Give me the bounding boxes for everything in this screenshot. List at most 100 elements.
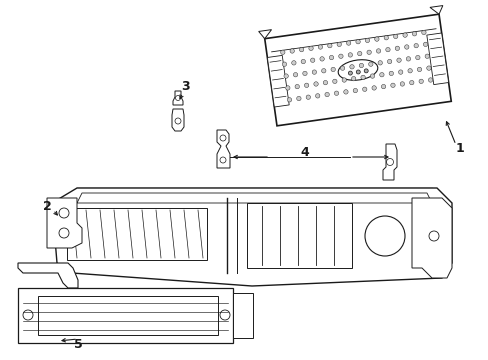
Circle shape	[285, 86, 289, 90]
Circle shape	[377, 60, 382, 65]
Circle shape	[318, 45, 322, 49]
Circle shape	[379, 72, 383, 77]
Circle shape	[347, 53, 352, 57]
Circle shape	[407, 68, 411, 73]
Circle shape	[424, 54, 428, 58]
Circle shape	[324, 92, 328, 97]
Circle shape	[351, 76, 355, 81]
Circle shape	[286, 98, 291, 102]
Circle shape	[411, 32, 416, 36]
Circle shape	[282, 62, 286, 66]
Polygon shape	[47, 198, 82, 248]
Circle shape	[291, 60, 295, 65]
Circle shape	[280, 50, 285, 54]
Circle shape	[284, 74, 288, 78]
Circle shape	[313, 82, 318, 86]
Circle shape	[347, 71, 352, 75]
Circle shape	[399, 82, 404, 86]
Polygon shape	[338, 60, 377, 80]
Circle shape	[308, 46, 313, 50]
Circle shape	[388, 71, 393, 76]
Circle shape	[385, 48, 389, 52]
Circle shape	[409, 80, 413, 85]
Circle shape	[374, 37, 378, 41]
Circle shape	[301, 59, 305, 64]
Circle shape	[342, 78, 346, 82]
Circle shape	[330, 67, 335, 72]
Polygon shape	[52, 188, 451, 286]
Circle shape	[406, 57, 410, 61]
Circle shape	[386, 59, 391, 64]
Polygon shape	[411, 198, 451, 278]
Text: 2: 2	[42, 201, 51, 213]
Circle shape	[398, 70, 402, 74]
Circle shape	[371, 86, 376, 90]
Circle shape	[396, 58, 401, 62]
Circle shape	[421, 30, 425, 35]
Circle shape	[334, 91, 338, 95]
Circle shape	[362, 87, 366, 91]
Circle shape	[321, 68, 325, 73]
Circle shape	[368, 62, 372, 66]
Text: 3: 3	[181, 81, 189, 94]
Circle shape	[418, 79, 423, 84]
Circle shape	[359, 63, 363, 68]
Polygon shape	[267, 55, 288, 107]
Circle shape	[327, 44, 331, 48]
Circle shape	[413, 44, 418, 48]
Circle shape	[311, 70, 316, 74]
Circle shape	[357, 51, 361, 56]
Polygon shape	[172, 109, 183, 131]
Circle shape	[404, 45, 408, 49]
Circle shape	[365, 38, 369, 42]
Circle shape	[356, 70, 360, 74]
Polygon shape	[18, 263, 78, 288]
Polygon shape	[264, 14, 450, 126]
Circle shape	[338, 54, 343, 58]
Circle shape	[296, 96, 301, 101]
Circle shape	[402, 33, 407, 37]
Polygon shape	[258, 30, 271, 39]
Polygon shape	[429, 5, 442, 14]
Circle shape	[376, 49, 380, 53]
Circle shape	[364, 69, 367, 73]
Circle shape	[302, 71, 306, 76]
Polygon shape	[18, 288, 232, 343]
Circle shape	[355, 40, 360, 44]
Circle shape	[299, 48, 303, 52]
Circle shape	[415, 55, 419, 60]
Polygon shape	[426, 33, 447, 85]
Circle shape	[328, 55, 333, 60]
Circle shape	[349, 64, 353, 69]
Circle shape	[289, 49, 294, 53]
Circle shape	[340, 66, 344, 70]
Circle shape	[319, 57, 324, 61]
Circle shape	[423, 42, 427, 46]
Circle shape	[369, 74, 374, 78]
Circle shape	[343, 90, 347, 94]
Circle shape	[383, 36, 387, 40]
Circle shape	[294, 85, 299, 89]
Text: 4: 4	[300, 145, 309, 158]
Circle shape	[315, 94, 319, 98]
Circle shape	[360, 75, 365, 80]
Circle shape	[310, 58, 314, 62]
Polygon shape	[232, 293, 252, 338]
Circle shape	[366, 50, 370, 54]
Circle shape	[416, 67, 421, 72]
Circle shape	[304, 83, 308, 87]
Circle shape	[390, 83, 394, 87]
Circle shape	[346, 41, 350, 45]
Text: 5: 5	[74, 338, 82, 351]
Circle shape	[393, 34, 397, 39]
Polygon shape	[382, 144, 396, 180]
Polygon shape	[173, 91, 183, 105]
Circle shape	[293, 72, 297, 77]
Text: 1: 1	[455, 141, 464, 154]
Circle shape	[426, 66, 430, 70]
Circle shape	[323, 80, 327, 85]
Circle shape	[427, 78, 432, 82]
Circle shape	[332, 79, 336, 84]
Circle shape	[381, 84, 385, 89]
Circle shape	[336, 42, 341, 46]
